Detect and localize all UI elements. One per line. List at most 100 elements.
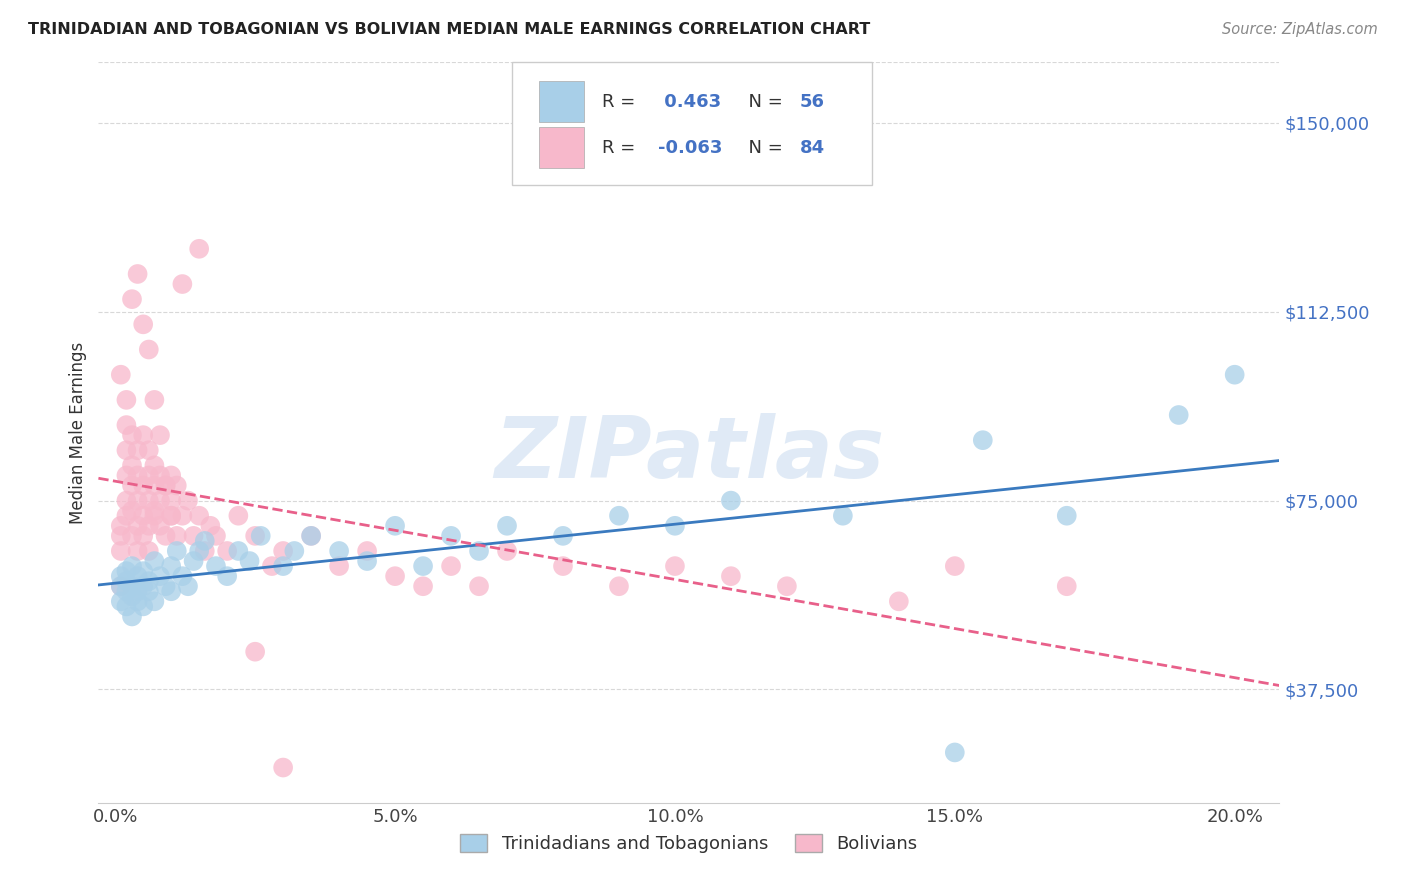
Point <box>228 544 250 558</box>
Point <box>166 529 188 543</box>
Point <box>149 569 172 583</box>
Point <box>115 443 138 458</box>
Point <box>468 579 491 593</box>
Point <box>496 544 519 558</box>
Point <box>160 559 183 574</box>
Point <box>943 559 966 574</box>
Point <box>149 428 172 442</box>
Point <box>271 544 294 558</box>
Point <box>238 554 260 568</box>
Point <box>188 242 211 256</box>
Point <box>110 518 132 533</box>
Text: R =: R = <box>602 93 641 111</box>
Point <box>155 478 177 492</box>
Point <box>496 518 519 533</box>
Point <box>121 504 143 518</box>
Point <box>776 579 799 593</box>
Point <box>110 529 132 543</box>
Point <box>110 579 132 593</box>
Point <box>127 267 149 281</box>
Point <box>132 579 155 593</box>
Text: Source: ZipAtlas.com: Source: ZipAtlas.com <box>1222 22 1378 37</box>
Text: 84: 84 <box>800 138 825 157</box>
Point <box>217 569 239 583</box>
Point <box>1056 508 1078 523</box>
Point <box>384 569 406 583</box>
Point <box>194 544 217 558</box>
Point <box>127 468 149 483</box>
Point <box>177 493 200 508</box>
Point <box>143 504 166 518</box>
Point <box>943 746 966 760</box>
Text: 0.463: 0.463 <box>658 93 721 111</box>
Point <box>172 277 194 291</box>
Point <box>160 584 183 599</box>
Point <box>143 508 166 523</box>
Point <box>356 544 378 558</box>
Point <box>115 493 138 508</box>
Point <box>115 599 138 614</box>
Point <box>110 579 132 593</box>
Point <box>138 574 160 589</box>
Point <box>228 508 250 523</box>
Point <box>149 468 172 483</box>
Point <box>720 493 742 508</box>
Point <box>132 508 155 523</box>
FancyBboxPatch shape <box>512 62 872 185</box>
Point <box>299 529 322 543</box>
Point <box>271 559 294 574</box>
Point <box>155 529 177 543</box>
Point <box>188 544 211 558</box>
Point <box>1056 579 1078 593</box>
Bar <box>538 81 583 122</box>
Point <box>188 508 211 523</box>
Point <box>132 599 155 614</box>
Y-axis label: Median Male Earnings: Median Male Earnings <box>69 342 87 524</box>
Point <box>551 559 574 574</box>
Bar <box>538 128 583 168</box>
Point <box>132 428 155 442</box>
Point <box>138 544 160 558</box>
Point <box>110 594 132 608</box>
Point <box>440 559 463 574</box>
Text: -0.063: -0.063 <box>658 138 723 157</box>
Point <box>412 559 434 574</box>
Point <box>664 559 686 574</box>
Text: 56: 56 <box>800 93 825 111</box>
Text: TRINIDADIAN AND TOBAGONIAN VS BOLIVIAN MEDIAN MALE EARNINGS CORRELATION CHART: TRINIDADIAN AND TOBAGONIAN VS BOLIVIAN M… <box>28 22 870 37</box>
Point <box>155 478 177 492</box>
Point <box>160 508 183 523</box>
Text: R =: R = <box>602 138 641 157</box>
Point <box>155 579 177 593</box>
Point <box>115 508 138 523</box>
Point <box>138 518 160 533</box>
Point <box>887 594 910 608</box>
Point <box>127 443 149 458</box>
Point <box>166 544 188 558</box>
Point <box>132 478 155 492</box>
Text: N =: N = <box>737 93 789 111</box>
Point <box>160 493 183 508</box>
Point <box>121 559 143 574</box>
Point <box>138 468 160 483</box>
Point <box>283 544 305 558</box>
Point <box>607 508 630 523</box>
Point <box>115 418 138 433</box>
Point <box>172 508 194 523</box>
Legend: Trinidadians and Tobagonians, Bolivians: Trinidadians and Tobagonians, Bolivians <box>453 827 925 861</box>
Point <box>183 529 205 543</box>
Point <box>143 594 166 608</box>
Point <box>121 458 143 473</box>
Point <box>115 584 138 599</box>
Point <box>121 529 143 543</box>
Point <box>243 645 266 659</box>
Point <box>1167 408 1189 422</box>
Point <box>115 468 138 483</box>
Point <box>249 529 271 543</box>
Point <box>440 529 463 543</box>
Point <box>143 478 166 492</box>
Point <box>127 518 149 533</box>
Point <box>271 760 294 774</box>
Point <box>720 569 742 583</box>
Point <box>121 428 143 442</box>
